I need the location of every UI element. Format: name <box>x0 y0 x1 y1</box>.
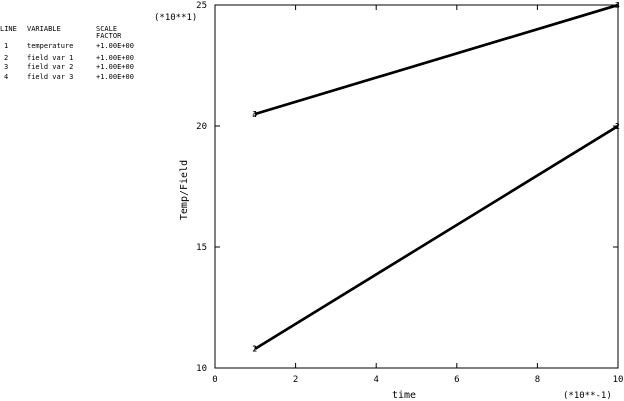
legend-row-factor: +1.00E+00 <box>96 54 134 62</box>
series-marker-label: 4 <box>615 1 620 10</box>
legend-row-factor: +1.00E+00 <box>96 42 134 50</box>
x-tick-label: 4 <box>373 375 378 385</box>
y-axis-label: Temp/Field <box>179 160 190 220</box>
legend-row-line: 3 <box>4 63 8 71</box>
x-tick-labels: 0 2 4 6 8 10 <box>212 375 623 385</box>
legend-header-scale: SCALE <box>96 25 117 33</box>
legend-row-variable: field var 2 <box>27 63 73 71</box>
legend-header-variable: VARIABLE <box>27 25 61 33</box>
y-tick-label: 25 <box>196 1 207 11</box>
legend-row-variable: temperature <box>27 42 73 50</box>
x-multiplier-label: (*10**-1) <box>563 391 612 401</box>
series-marker-label: 3 <box>615 1 620 10</box>
legend-row-line: 2 <box>4 54 8 62</box>
series-line <box>254 124 619 350</box>
legend-row-line: 4 <box>4 73 8 81</box>
y-tick-labels: 10 15 20 25 <box>196 1 207 374</box>
legend-header-line: LINE <box>0 25 17 33</box>
series-marker-label: 3 <box>252 110 257 119</box>
x-tick-label: 0 <box>212 375 217 385</box>
legend-row-variable: field var 1 <box>27 54 73 62</box>
y-tick-label: 20 <box>196 122 207 132</box>
legend-row-line: 1 <box>4 42 8 50</box>
legend-header-factor: FACTOR <box>96 32 122 40</box>
series-marker-label: 4 <box>252 110 257 119</box>
x-tick-label: 10 <box>613 375 624 385</box>
y-tick-label: 15 <box>196 243 207 253</box>
series-marker-label: 2 <box>252 345 257 354</box>
x-tick-label: 2 <box>293 375 298 385</box>
plot-frame <box>214 4 619 369</box>
series-marker-label: 1 <box>252 345 257 354</box>
legend-row-factor: +1.00E+00 <box>96 63 134 71</box>
x-tick-label: 6 <box>454 375 459 385</box>
y-tick-label: 10 <box>196 364 207 374</box>
series-marker-label: 2 <box>615 122 620 131</box>
axis-ticks <box>214 4 619 369</box>
legend-row-variable: field var 3 <box>27 73 73 81</box>
series-lines <box>254 3 619 350</box>
legend-table: LINE VARIABLE SCALE FACTOR 1 temperature… <box>0 25 134 81</box>
x-tick-label: 8 <box>535 375 540 385</box>
series-line <box>254 3 619 116</box>
y-multiplier-label: (*10**1) <box>154 13 197 23</box>
legend-row-factor: +1.00E+00 <box>96 73 134 81</box>
series-marker-label: 1 <box>615 122 620 131</box>
x-axis-label: time <box>392 390 416 401</box>
